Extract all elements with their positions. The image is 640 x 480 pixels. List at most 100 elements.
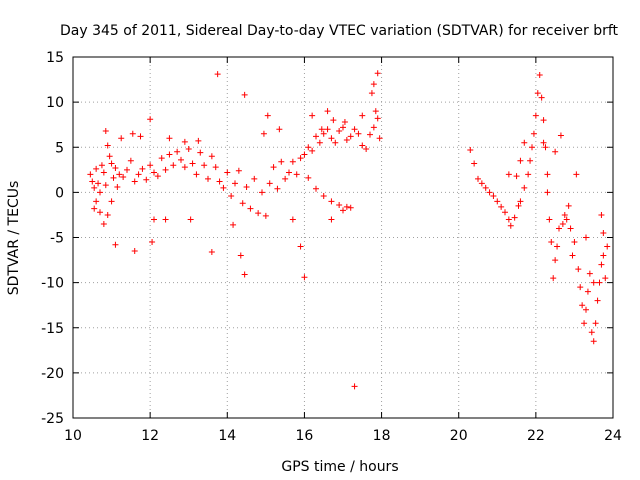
data-point: [241, 91, 248, 98]
data-point: [243, 183, 250, 190]
data-point: [313, 185, 319, 192]
data-point: [178, 156, 184, 163]
data-point: [116, 171, 123, 178]
data-point: [548, 239, 555, 246]
data-point: [600, 252, 607, 259]
data-point: [127, 157, 134, 164]
data-point: [602, 275, 609, 282]
data-point: [135, 171, 142, 178]
data-point: [376, 135, 383, 142]
data-point: [251, 175, 258, 182]
data-point: [525, 171, 532, 178]
data-point: [532, 112, 539, 119]
data-point: [502, 209, 508, 216]
data-point: [340, 124, 346, 131]
data-point: [498, 203, 505, 210]
data-point: [260, 130, 267, 137]
data-point: [351, 126, 358, 133]
data-point: [598, 211, 605, 218]
data-point: [214, 71, 221, 78]
data-point: [540, 139, 547, 146]
data-point: [359, 142, 366, 149]
data-point: [208, 153, 215, 160]
data-point: [540, 117, 547, 124]
data-point: [104, 211, 111, 218]
data-point: [195, 137, 202, 144]
data-points: [87, 70, 611, 390]
data-point: [104, 142, 111, 149]
data-point: [367, 131, 373, 138]
data-point: [97, 189, 103, 196]
data-point: [181, 138, 188, 145]
data-point: [521, 184, 528, 191]
data-point: [565, 202, 572, 209]
data-point: [216, 178, 223, 185]
x-tick-label: 14: [218, 428, 236, 444]
data-point: [120, 174, 127, 181]
data-point: [205, 175, 211, 182]
data-point: [324, 126, 331, 133]
x-tick-labels: 10 12 14 16 18 20 22 24: [64, 428, 622, 444]
x-axis-label: GPS time / hours: [281, 459, 398, 475]
data-point: [586, 270, 593, 277]
data-point: [351, 383, 358, 390]
data-point: [266, 180, 273, 187]
data-point: [235, 167, 242, 174]
data-point: [347, 204, 354, 211]
data-point: [594, 297, 601, 304]
data-point: [237, 252, 244, 259]
data-point: [212, 164, 219, 171]
data-point: [305, 174, 312, 181]
data-point: [590, 338, 597, 345]
axis-ticks: [72, 56, 614, 419]
data-point: [100, 220, 107, 227]
x-tick-label: 22: [527, 428, 545, 444]
data-point: [517, 198, 524, 205]
data-point: [91, 205, 98, 212]
data-point: [91, 184, 98, 191]
data-point: [106, 153, 113, 160]
data-point: [521, 139, 528, 146]
data-point: [515, 202, 522, 209]
y-tick-label: 5: [55, 140, 64, 156]
data-point: [162, 166, 169, 173]
x-tick-label: 24: [604, 428, 622, 444]
data-point: [166, 135, 173, 142]
data-point: [368, 90, 375, 97]
data-point: [374, 70, 381, 77]
data-point: [162, 216, 169, 223]
data-point: [600, 229, 607, 236]
data-point: [343, 137, 350, 144]
data-point: [341, 118, 348, 125]
data-point: [201, 162, 208, 169]
data-point: [571, 239, 578, 246]
data-point: [534, 90, 541, 97]
data-point: [363, 146, 370, 153]
data-point: [239, 200, 246, 207]
data-point: [330, 117, 337, 124]
data-point: [561, 211, 568, 218]
y-tick-label: 15: [46, 50, 64, 66]
data-point: [309, 112, 316, 119]
data-point: [274, 185, 281, 192]
data-point: [318, 126, 325, 133]
data-point: [505, 216, 512, 223]
data-point: [264, 112, 271, 119]
data-point: [552, 257, 559, 264]
data-point: [372, 108, 379, 115]
data-point: [114, 183, 121, 190]
data-point: [343, 203, 350, 210]
data-point: [228, 192, 235, 199]
data-point: [278, 158, 285, 165]
data-point: [158, 155, 165, 162]
data-point: [262, 212, 269, 219]
data-point: [486, 189, 493, 196]
data-point: [544, 171, 551, 178]
data-point: [270, 164, 277, 171]
data-point: [482, 184, 489, 191]
data-point: [108, 198, 115, 205]
data-point: [143, 176, 150, 183]
data-point: [185, 146, 192, 153]
